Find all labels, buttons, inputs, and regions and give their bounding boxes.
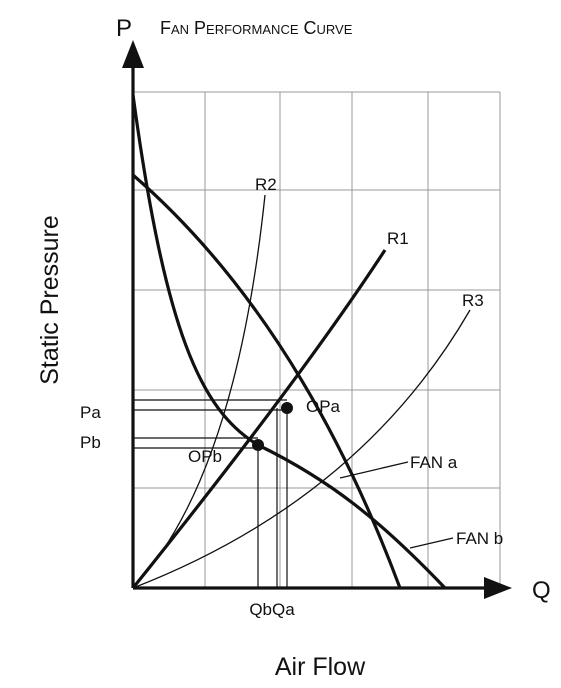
r3-curve — [132, 309, 471, 589]
fan-a-leader — [339, 461, 409, 479]
x-label: Air Flow — [275, 653, 366, 681]
pb-label: Pb — [80, 433, 101, 452]
r2-curve — [132, 194, 266, 589]
opb-point — [252, 439, 264, 451]
opa-point — [281, 402, 293, 414]
pa-label: Pa — [80, 403, 101, 422]
fan-a-curve — [131, 173, 402, 589]
axis-q: Q — [532, 577, 551, 604]
opa-label: OPa — [306, 397, 341, 416]
grid — [133, 91, 501, 588]
r3-label: R3 — [462, 291, 484, 310]
y-arrow — [122, 40, 144, 68]
axes — [122, 40, 512, 599]
fan-b-label: FAN b — [456, 529, 503, 548]
r2-label: R2 — [255, 175, 277, 194]
fan-b-curve — [131, 94, 447, 590]
title: Fan Performance Curve — [160, 18, 353, 38]
y-label: Static Pressure — [36, 215, 64, 385]
fan-b-leader — [409, 537, 454, 549]
r1-label: R1 — [387, 229, 409, 248]
r1-curve — [131, 249, 387, 590]
axis-p: P — [116, 15, 132, 42]
flows-label: QbQa — [249, 600, 295, 619]
fan-a-label: FAN a — [410, 453, 458, 472]
x-arrow — [484, 577, 512, 599]
opb-label: OPb — [188, 447, 222, 466]
reference-lines — [133, 399, 288, 588]
